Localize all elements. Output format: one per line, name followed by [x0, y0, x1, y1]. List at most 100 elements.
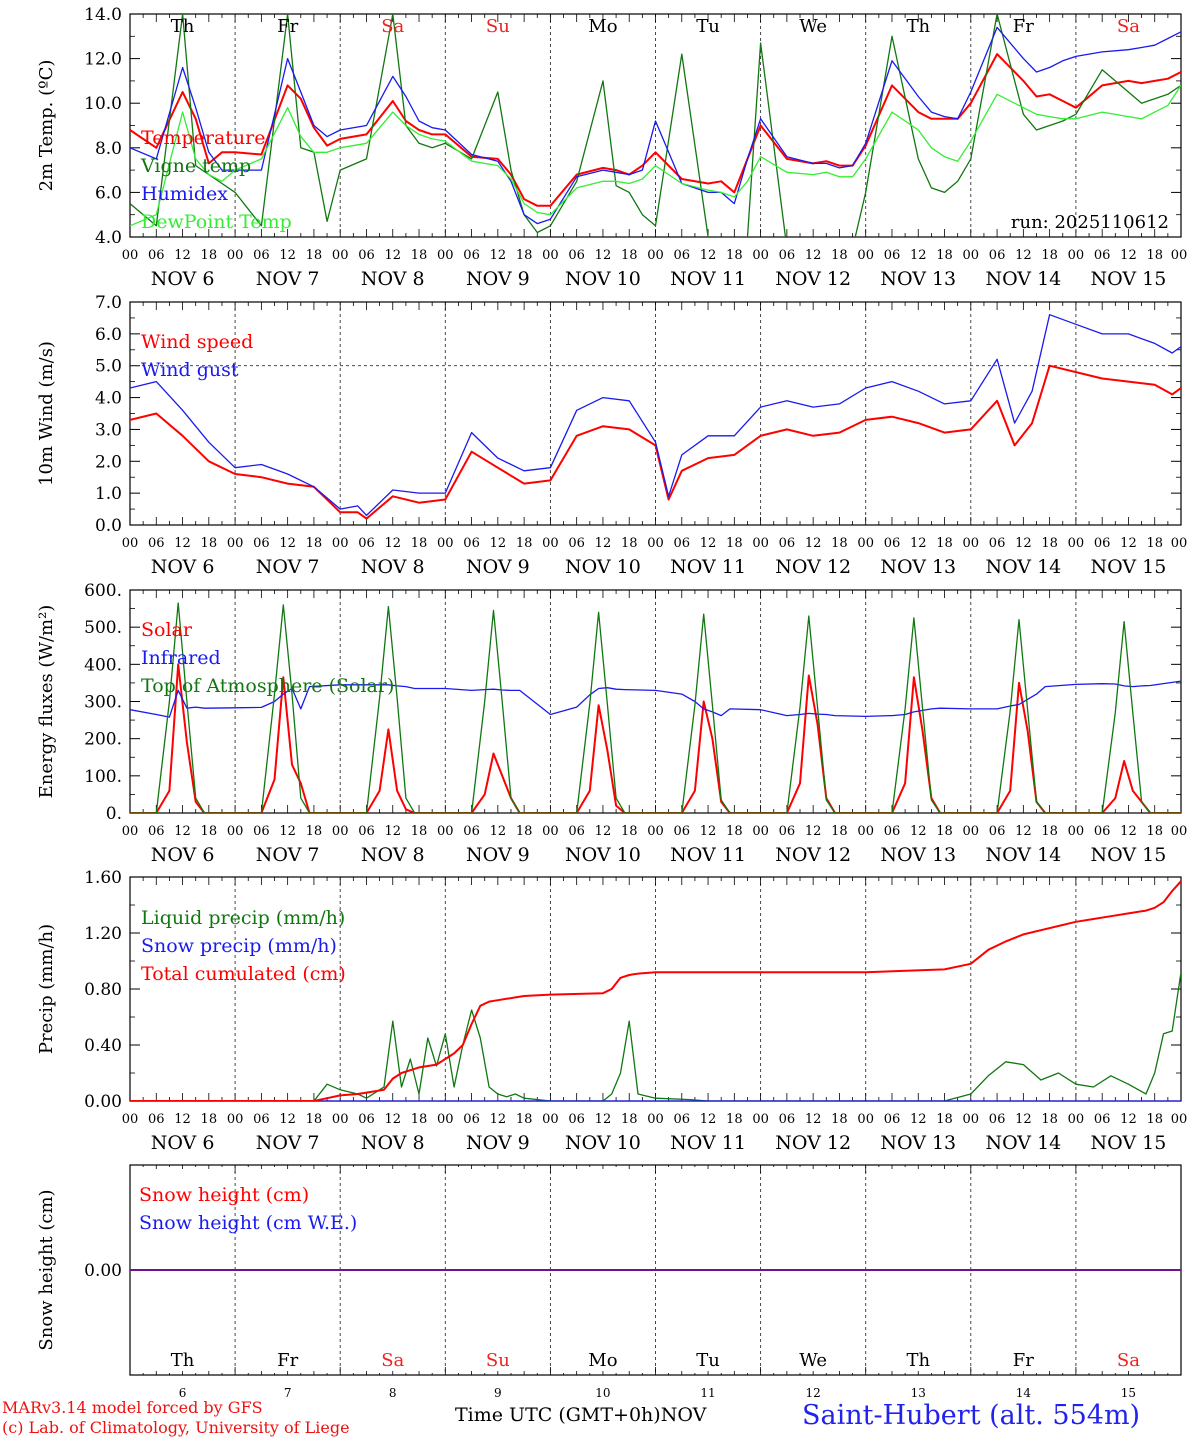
energy-hour-label: 06	[884, 824, 901, 839]
snow-day-number: 6	[179, 1386, 187, 1400]
temperature-hour-label: 06	[1094, 248, 1111, 263]
precip-hour-label: 18	[831, 1112, 848, 1127]
snow-day-number: 9	[494, 1386, 502, 1400]
energy-date-label: NOV 10	[565, 844, 641, 866]
temperature-legend-entry: Vigne temp	[140, 155, 251, 177]
precip-hour-label: 06	[779, 1112, 796, 1127]
wind-legend-entry: Wind gust	[141, 359, 239, 381]
snow-day-name: Mo	[588, 1350, 617, 1371]
precip-legend-entry: Total cumulated (cm)	[141, 963, 346, 985]
energy-hour-label: 06	[1094, 824, 1111, 839]
energy-hour-label: 12	[384, 824, 401, 839]
precip-hour-label: 06	[568, 1112, 585, 1127]
snow-day-name: Fr	[277, 1350, 298, 1371]
wind-date-label: NOV 11	[670, 556, 746, 578]
temperature-hour-label: 00	[752, 248, 769, 263]
wind-date-label: NOV 9	[466, 556, 530, 578]
wind-hour-label: 12	[910, 536, 927, 551]
wind-date-label: NOV 7	[256, 556, 320, 578]
wind-hour-label: 18	[936, 536, 953, 551]
precip-hour-label: 06	[674, 1112, 691, 1127]
temperature-hour-label: 18	[726, 248, 743, 263]
precip-hour-label: 12	[279, 1112, 296, 1127]
energy-y-axis-label: Energy fluxes (W/m²)	[36, 605, 57, 799]
energy-hour-label: 18	[306, 824, 323, 839]
precip-y-axis-label: Precip (mm/h)	[36, 924, 57, 1054]
energy-hour-label: 18	[1146, 824, 1163, 839]
snow-day-number: 7	[284, 1386, 292, 1400]
wind-hour-label: 18	[621, 536, 638, 551]
wind-hour-label: 00	[857, 536, 874, 551]
temperature-hour-label-end: 00	[1171, 248, 1188, 263]
precip-series-total-cumulated-cm-	[130, 880, 1181, 1101]
precip-date-label: NOV 7	[256, 1132, 320, 1154]
snow-day-name: Sa	[1117, 1350, 1140, 1371]
wind-y-tick-label: 4.0	[95, 389, 122, 409]
snow-day-name: Sa	[381, 1350, 404, 1371]
energy-y-tick-label: 300.	[84, 693, 122, 713]
precip-hour-label: 06	[253, 1112, 270, 1127]
energy-hour-label: 12	[490, 824, 507, 839]
temperature-hour-label: 12	[805, 248, 822, 263]
temperature-date-label: NOV 8	[361, 268, 425, 290]
temperature-date-label: NOV 13	[880, 268, 956, 290]
energy-hour-label: 06	[674, 824, 691, 839]
precip-y-tick-label: 0.80	[84, 980, 122, 1000]
precip-date-label: NOV 13	[880, 1132, 956, 1154]
energy-hour-label: 06	[568, 824, 585, 839]
snow-day-name: Tu	[696, 1350, 720, 1371]
wind-y-tick-label: 6.0	[95, 325, 122, 345]
precip-hour-label: 00	[227, 1112, 244, 1127]
snow-day-name: Th	[171, 1350, 195, 1371]
wind-hour-label: 06	[884, 536, 901, 551]
energy-hour-label: 12	[1120, 824, 1137, 839]
temperature-hour-label: 00	[647, 248, 664, 263]
temperature-hour-label: 00	[437, 248, 454, 263]
temperature-hour-label: 06	[779, 248, 796, 263]
wind-hour-label: 06	[989, 536, 1006, 551]
temperature-day-name: Sa	[381, 16, 404, 37]
wind-hour-label: 00	[332, 536, 349, 551]
snow-legend-entry: Snow height (cm W.E.)	[139, 1212, 357, 1234]
precip-hour-label: 18	[621, 1112, 638, 1127]
temperature-hour-label: 18	[621, 248, 638, 263]
snow-day-number: 12	[806, 1386, 821, 1400]
energy-y-tick-label: 0.	[106, 804, 122, 824]
precip-hour-label: 12	[805, 1112, 822, 1127]
precip-hour-label: 18	[411, 1112, 428, 1127]
energy-hour-label: 18	[201, 824, 218, 839]
precip-hour-label: 00	[857, 1112, 874, 1127]
precip-hour-label: 18	[936, 1112, 953, 1127]
energy-hour-label: 00	[857, 824, 874, 839]
temperature-y-tick-label: 12.0	[84, 50, 122, 70]
temperature-hour-label: 18	[411, 248, 428, 263]
wind-hour-label: 06	[358, 536, 375, 551]
temperature-hour-label: 18	[1146, 248, 1163, 263]
energy-hour-label: 12	[279, 824, 296, 839]
wind-hour-label: 00	[227, 536, 244, 551]
snow-legend-entry: Snow height (cm)	[139, 1184, 309, 1206]
energy-date-label: NOV 14	[985, 844, 1061, 866]
wind-hour-label: 12	[595, 536, 612, 551]
energy-hour-label: 18	[411, 824, 428, 839]
energy-hour-label: 06	[779, 824, 796, 839]
precip-hour-label: 06	[148, 1112, 165, 1127]
temperature-hour-label: 12	[174, 248, 191, 263]
wind-hour-label: 18	[726, 536, 743, 551]
wind-hour-label: 12	[490, 536, 507, 551]
temperature-day-name: We	[799, 16, 827, 37]
wind-date-label: NOV 10	[565, 556, 641, 578]
temperature-hour-label: 12	[595, 248, 612, 263]
temperature-hour-label: 18	[831, 248, 848, 263]
wind-hour-label: 12	[174, 536, 191, 551]
temperature-series-dewpoint-temp	[130, 85, 1181, 227]
energy-hour-label: 06	[148, 824, 165, 839]
energy-hour-label: 00	[227, 824, 244, 839]
energy-y-tick-label: 400.	[84, 655, 122, 675]
temperature-day-name: Fr	[277, 16, 298, 37]
temperature-hour-label: 00	[332, 248, 349, 263]
precip-hour-label: 00	[647, 1112, 664, 1127]
energy-series-solar	[130, 663, 1181, 813]
precip-y-tick-label: 0.40	[84, 1036, 122, 1056]
precip-hour-label: 12	[910, 1112, 927, 1127]
